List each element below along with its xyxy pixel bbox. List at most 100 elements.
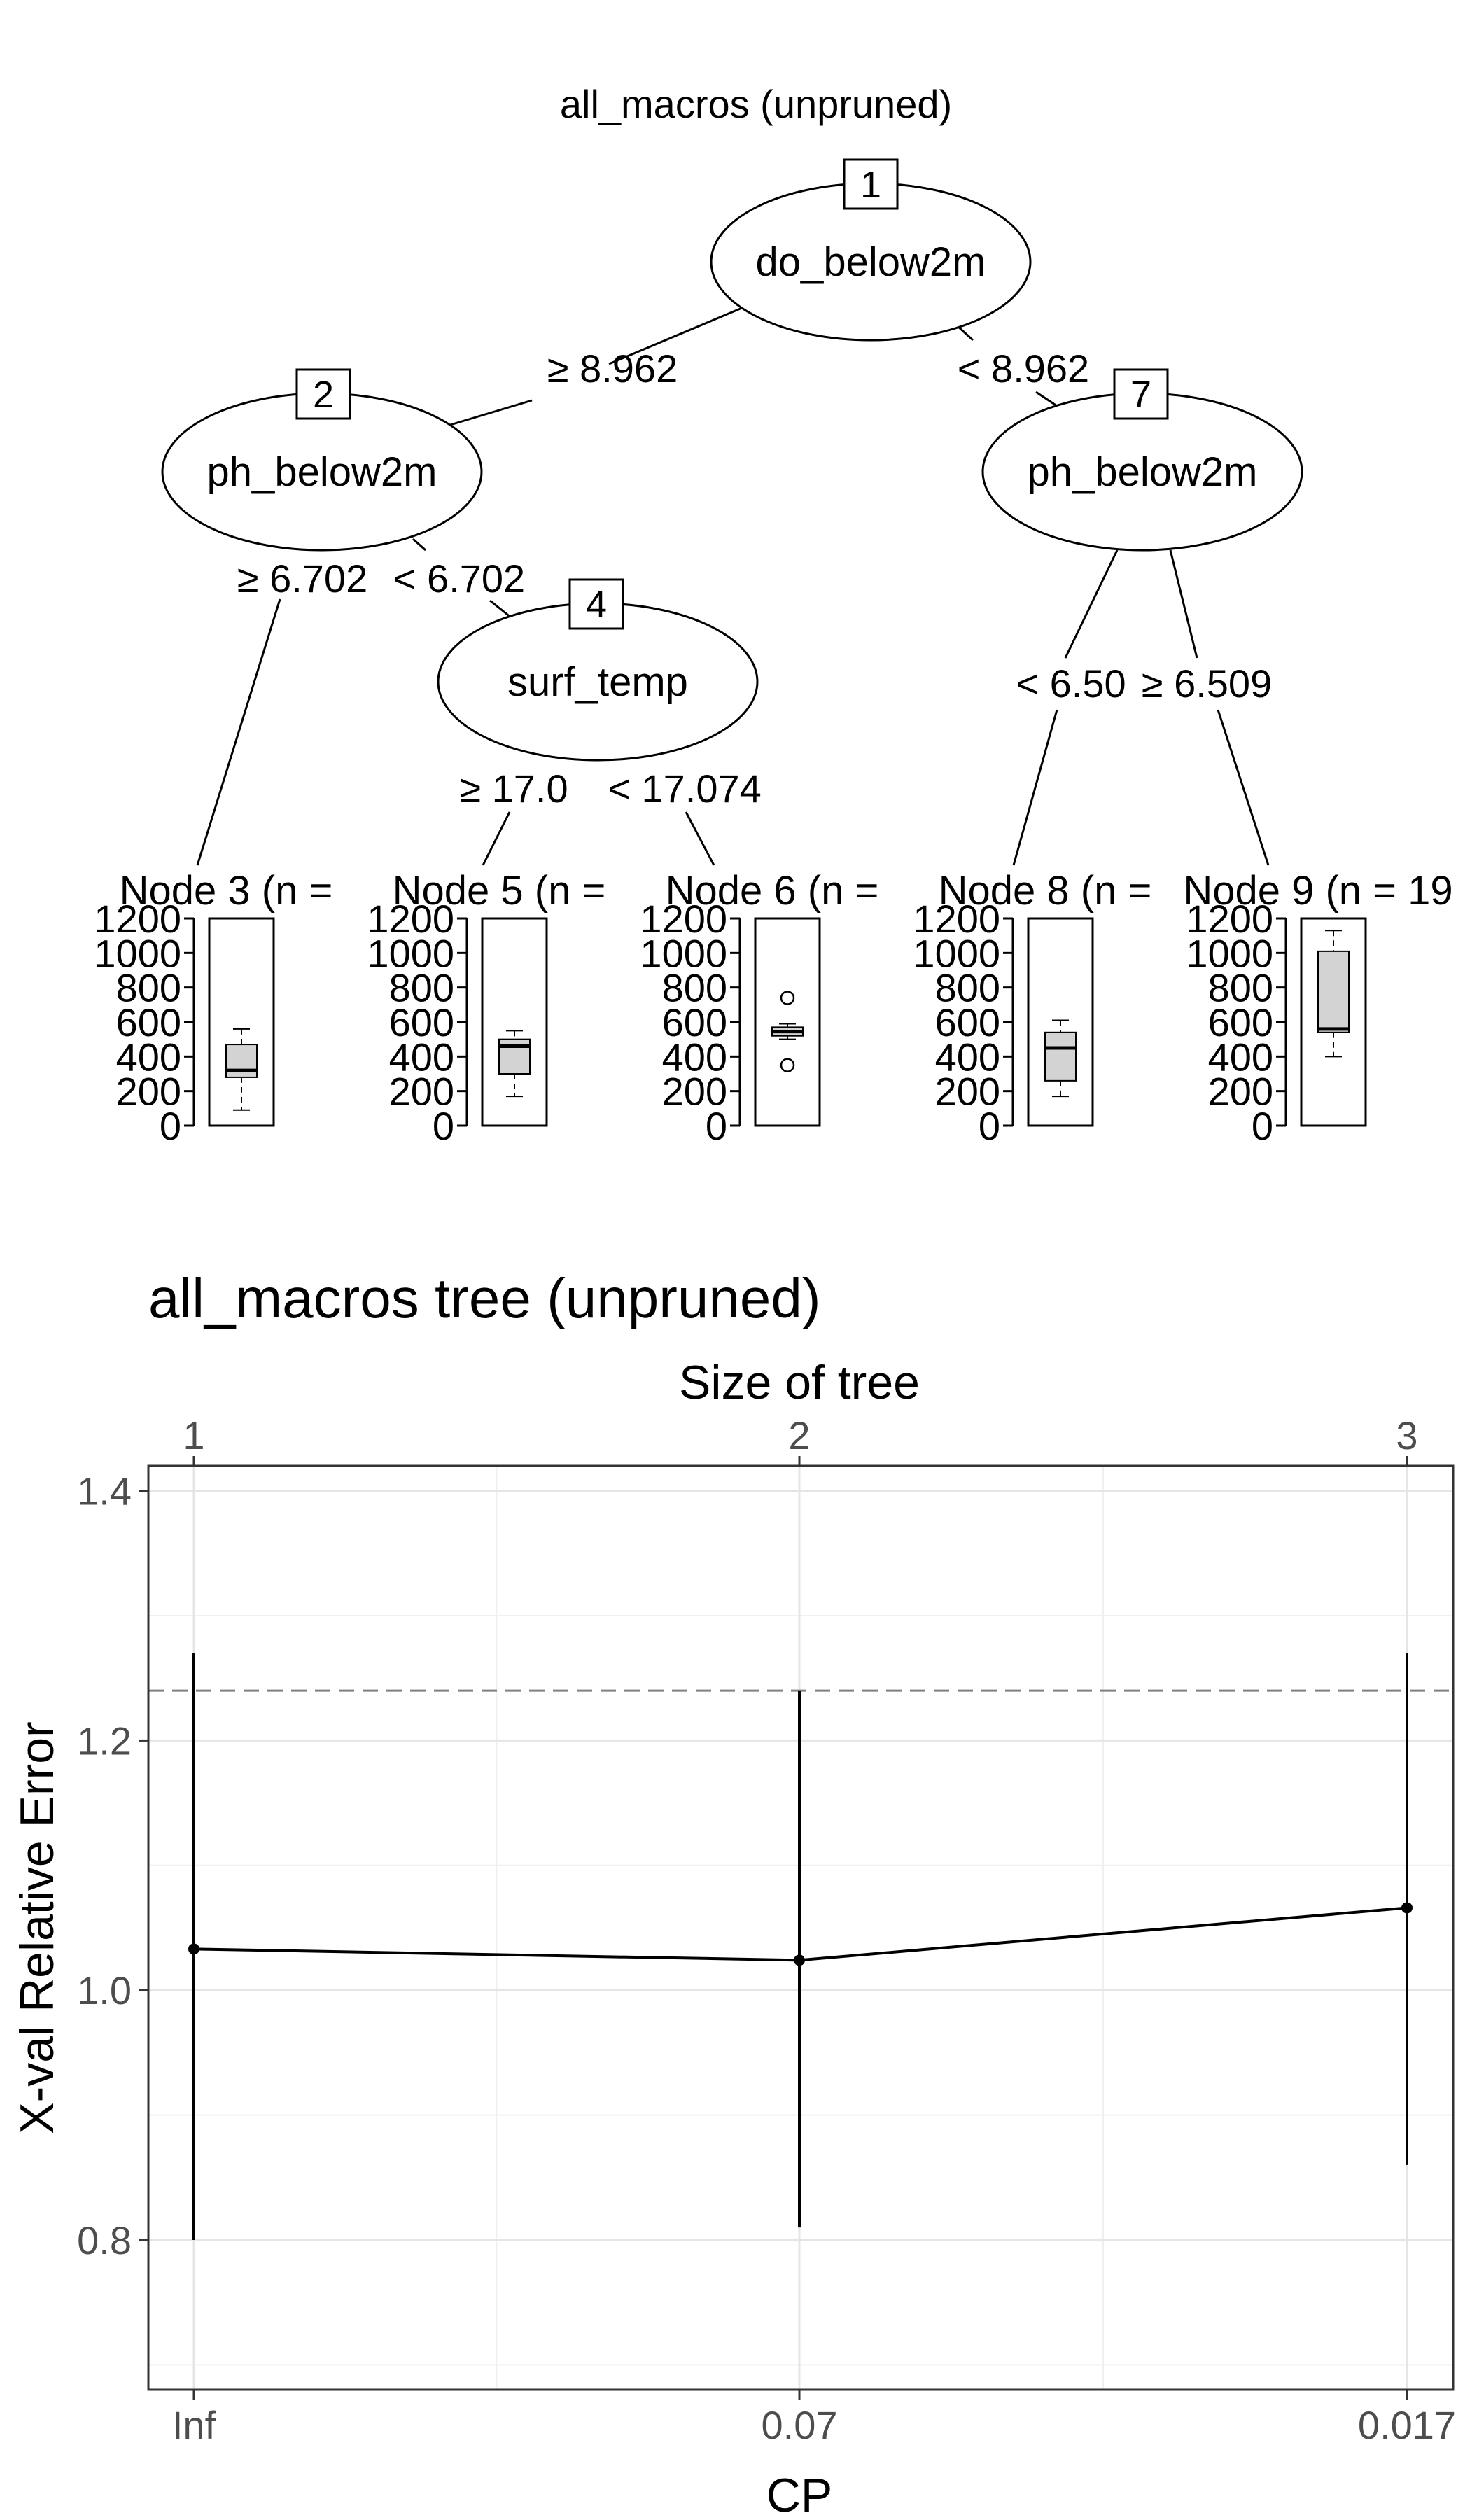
plot-panel-border (147, 1464, 1455, 2391)
tree-node-2: ph_below2m 2 (161, 368, 483, 552)
data-points (188, 1902, 1413, 1966)
edge-7-8 (1064, 550, 1119, 659)
x-axis-ticks: Inf 0.07 0.017 (172, 2390, 1456, 2447)
leaf-tick-label: 600 (389, 1000, 454, 1044)
leaf-tick-label: 400 (935, 1035, 1000, 1079)
y-tick-label: 1.2 (77, 1718, 132, 1763)
leaf-tick-label: 1200 (367, 897, 454, 941)
leaf-tick-label: 400 (116, 1035, 181, 1079)
leaf-tick-label: 400 (662, 1035, 727, 1079)
top-tick-label: 3 (1396, 1413, 1418, 1457)
leaf-tick-label: 200 (389, 1070, 454, 1114)
leaf-tick-label: 800 (116, 966, 181, 1010)
node-7-label: ph_below2m (1028, 449, 1258, 495)
leaf-tick-label: 600 (662, 1000, 727, 1044)
leaf-tick-label: 800 (935, 966, 1000, 1010)
iqr-box (1044, 1031, 1077, 1082)
leaf-tick-label: 0 (979, 1104, 1000, 1148)
leaf-tick-label: 400 (389, 1035, 454, 1079)
edge-4-6 (685, 811, 715, 866)
leaf-tick-label: 1200 (94, 897, 181, 941)
leaf-tick-label: 1200 (640, 897, 727, 941)
top-tick-label: 1 (183, 1413, 204, 1457)
edge-1-7 (956, 325, 974, 342)
edge-7-8-lower (1012, 709, 1058, 866)
edge-2-4 (412, 538, 426, 552)
leaf-panel (754, 917, 821, 1127)
leaf-node-5-label: Node 5 (n = (393, 868, 606, 913)
leaf-tick-label: 600 (1208, 1000, 1273, 1044)
node-2-id-box (295, 368, 351, 420)
leaf-tick-label: 1000 (1186, 931, 1273, 975)
x-tick-label: 0.07 (762, 2403, 838, 2447)
node-1-id-box (843, 158, 899, 210)
node-4-id-box (568, 578, 624, 630)
top-axis-label: Size of tree (679, 1356, 920, 1409)
x-tick-label: Inf (172, 2403, 216, 2447)
leaf-tick-label: 1000 (640, 931, 727, 975)
node-4-label: surf_temp (507, 659, 688, 705)
leaf-tick-label: 200 (662, 1070, 727, 1114)
iqr-box (1317, 950, 1350, 1033)
data-point-2 (794, 1954, 805, 1966)
tree-node-7: ph_below2m 7 (981, 368, 1303, 552)
x-tick-label: 0.017 (1358, 2403, 1456, 2447)
edge-label-4-5: ≥ 17.0 (459, 766, 568, 811)
leaf-panel (208, 917, 275, 1127)
leaf-tick-label: 800 (1208, 966, 1273, 1010)
leaf-tick-label: 0 (160, 1104, 181, 1148)
leaf-tick-label: 1000 (367, 931, 454, 975)
edge-label-2-4: < 6.702 (393, 556, 525, 601)
tree-node-1: do_below2m 1 (710, 158, 1032, 342)
leaf-node-8-label: Node 8 (n = (939, 868, 1152, 913)
cp-plot: all_macros tree (unpruned) Size of tree … (10, 1267, 1456, 2520)
edge-2-4-lower (489, 599, 512, 619)
edge-1-2 (608, 307, 743, 365)
node-4-id: 4 (586, 584, 607, 626)
iqr-box (225, 1044, 258, 1078)
edge-4-5 (482, 811, 511, 866)
data-point-1 (188, 1943, 200, 1955)
y-tick-label: 1.4 (77, 1469, 132, 1513)
node-1-id: 1 (860, 164, 881, 206)
edge-2-3 (196, 598, 281, 866)
top-axis-ticks: 1 2 3 (183, 1413, 1418, 1466)
leaf-node-9-label: Node 9 (n = 19 (1183, 868, 1452, 913)
leaf-tick-label: 400 (1208, 1035, 1273, 1079)
edge-label-7-9: ≥ 6.509 (1142, 662, 1272, 706)
node-2-id: 2 (313, 374, 334, 416)
leaf-tick-label: 200 (1208, 1070, 1273, 1114)
y-axis-label: X-val Relative Error (10, 1721, 64, 2134)
top-tick-label: 2 (788, 1413, 810, 1457)
leaf-tick-label: 0 (433, 1104, 454, 1148)
data-point-3 (1401, 1902, 1413, 1914)
tree-diagram: all_macros (unpruned) ≥ 8.962 < 8.962 ≥ … (94, 82, 1452, 1148)
outlier-point (780, 990, 795, 1005)
outlier-point (780, 1058, 795, 1072)
leaf-tick-label: 1200 (1186, 897, 1273, 941)
leaf-tick-label: 200 (116, 1070, 181, 1114)
cp-plot-title: all_macros tree (unpruned) (148, 1267, 820, 1329)
edge-label-7-8: < 6.50 (1016, 662, 1126, 706)
edge-label-1-7: < 8.962 (958, 346, 1089, 391)
edge-1-2-lower (447, 399, 533, 427)
tree-title: all_macros (unpruned) (560, 82, 952, 126)
leaf-node-6-label: Node 6 (n = (666, 868, 879, 913)
edge-7-9-lower (1217, 709, 1270, 866)
edge-7-9 (1169, 550, 1198, 659)
leaf-tick-label: 800 (389, 966, 454, 1010)
node-2-label: ph_below2m (207, 449, 438, 495)
leaf-tick-label: 1200 (913, 897, 1000, 941)
leaf-tick-label: 1000 (913, 931, 1000, 975)
node-1-label: do_below2m (756, 239, 986, 285)
leaf-tick-label: 600 (116, 1000, 181, 1044)
y-axis-ticks: 0.8 1.0 1.2 1.4 (77, 1469, 148, 2262)
x-axis-label: CP (766, 2469, 832, 2520)
tree-edges (196, 307, 1270, 866)
